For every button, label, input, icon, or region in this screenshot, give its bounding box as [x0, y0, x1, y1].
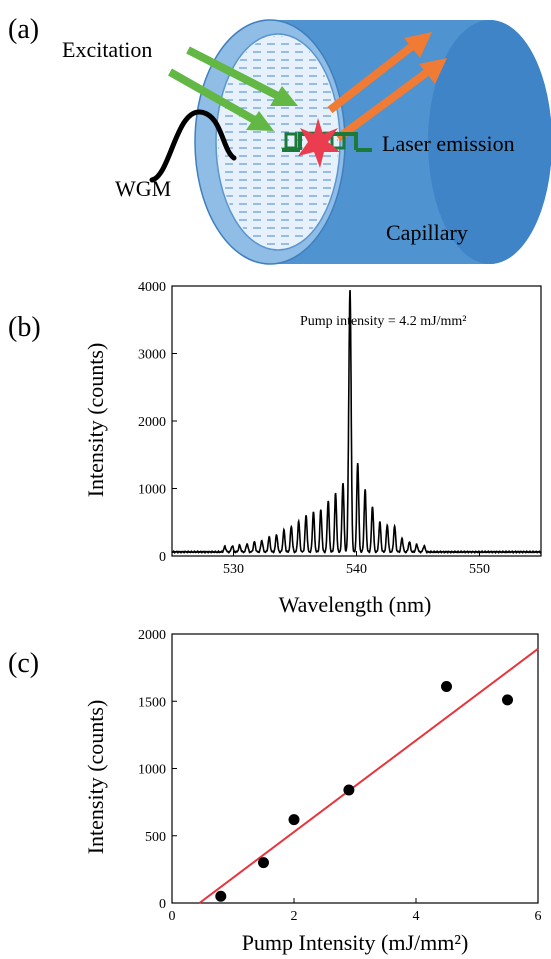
panel-b-label: (b) [8, 312, 41, 343]
emission-arrows [327, 32, 447, 142]
pump-y-tick-label: 1000 [138, 763, 166, 778]
pump-x-axis-title: Pump Intensity (mJ/mm²) [242, 930, 469, 955]
spectrum-x-tick-label: 550 [469, 562, 490, 577]
laser-emission-label: Laser emission [382, 131, 515, 156]
pump-plot-frame [171, 633, 539, 904]
linear-fit-line [198, 647, 539, 904]
pump-intensity-annotation: Pump intensity = 4.2 mJ/mm² [300, 314, 467, 329]
pump-dependence-chart: (c) Pump Intensity (mJ/mm²) Intensity (c… [8, 628, 542, 955]
pump-x-tick-label: 4 [413, 909, 420, 924]
spectrum-y-tick-label: 1000 [138, 483, 166, 498]
resonator-left-cap [284, 132, 298, 150]
panel-a-label: (a) [8, 14, 39, 45]
spectrum-x-tick-label: 540 [346, 562, 367, 577]
spectrum-line [171, 289, 542, 554]
spectrum-y-tick-label: 2000 [138, 415, 166, 430]
capillary-end [428, 20, 551, 264]
pump-x-tick-label: 0 [169, 909, 176, 924]
spectrum-y-tick-label: 4000 [138, 280, 166, 295]
data-point [441, 680, 452, 692]
data-point [258, 857, 269, 869]
spectrum-y-tick-label: 3000 [138, 348, 166, 363]
spectrum-chart: (b) Pump intensity = 4.2 mJ/mm² Waveleng… [8, 280, 542, 617]
excitation-label: Excitation [62, 37, 152, 62]
data-point [343, 784, 355, 796]
emission-star-icon [298, 118, 340, 168]
pump-y-tick-label: 0 [159, 897, 166, 912]
pump-x-tick-label: 2 [291, 909, 298, 924]
panel-a-schematic: (a) Excitation Laser emission [8, 14, 551, 265]
spectrum-y-tick-label: 0 [159, 550, 166, 565]
pump-y-axis-title: Intensity (counts) [83, 700, 108, 855]
spectrum-y-axis-title: Intensity (counts) [83, 343, 108, 498]
data-point [502, 694, 513, 706]
resonator-right-cap [330, 132, 346, 150]
dye-solution [218, 36, 338, 248]
panel-c-label: (c) [8, 648, 39, 679]
spectrum-x-axis-title: Wavelength (nm) [279, 592, 432, 617]
data-point [215, 890, 227, 902]
capillary-label: Capillary [386, 220, 468, 245]
spectrum-x-tick-label: 530 [223, 562, 244, 577]
wgm-label: WGM [115, 176, 171, 201]
data-point [288, 814, 300, 826]
wgm-curve [149, 109, 237, 183]
pump-y-tick-label: 1500 [138, 695, 166, 710]
pump-y-tick-label: 2000 [138, 628, 166, 643]
pump-y-tick-label: 500 [145, 830, 166, 845]
excitation-arrows [168, 46, 298, 131]
pump-x-tick-label: 6 [535, 909, 542, 924]
